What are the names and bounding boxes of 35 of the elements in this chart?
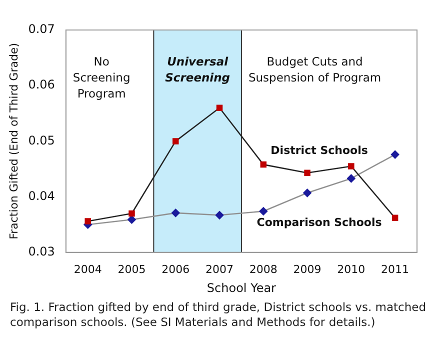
caption: Fig. 1. Fraction gifted by end of third grade, District schools vs. matched comparison schools. (See SI Materials and Methods for details.) [10,300,428,330]
y-axis-title: Fraction Gifted (End of Third Grade) [7,42,20,240]
point [215,211,224,220]
x-axis-title: School Year [206,280,276,295]
series-label: District Schools [270,144,368,157]
y-tick-label: 0.06 [28,78,55,92]
x-tick-label: 2009 [293,262,322,276]
point [392,214,398,222]
x-tick-label: 2005 [118,262,146,276]
y-tick-label: 0.05 [28,133,55,148]
point [390,150,400,159]
point [304,170,310,176]
annotation: Budget Cuts and Suspension of Program [248,54,382,85]
y-tick-label: 0.07 [28,22,55,36]
point [84,218,91,224]
y-tick-label: 0.03 [28,244,55,259]
annotation: No Screening Program [72,54,130,101]
x-tick-label: 2006 [162,262,190,276]
point [216,104,223,111]
point [259,207,268,216]
x-tick-label: 2008 [249,262,278,276]
series-label: Comparison Schools [256,216,382,229]
band-label: Universal Screening [165,54,230,85]
point [303,188,312,198]
x-tick-label: 2010 [337,262,366,276]
point [172,138,179,144]
point [348,163,354,170]
x-tick-label: 2007 [206,262,234,276]
point [347,174,356,183]
x-tick-label: 2004 [74,262,102,276]
y-tick-label: 0.04 [28,188,55,203]
x-tick-label: 2011 [381,262,410,276]
point [171,208,180,218]
point [128,210,135,217]
point [260,161,267,168]
